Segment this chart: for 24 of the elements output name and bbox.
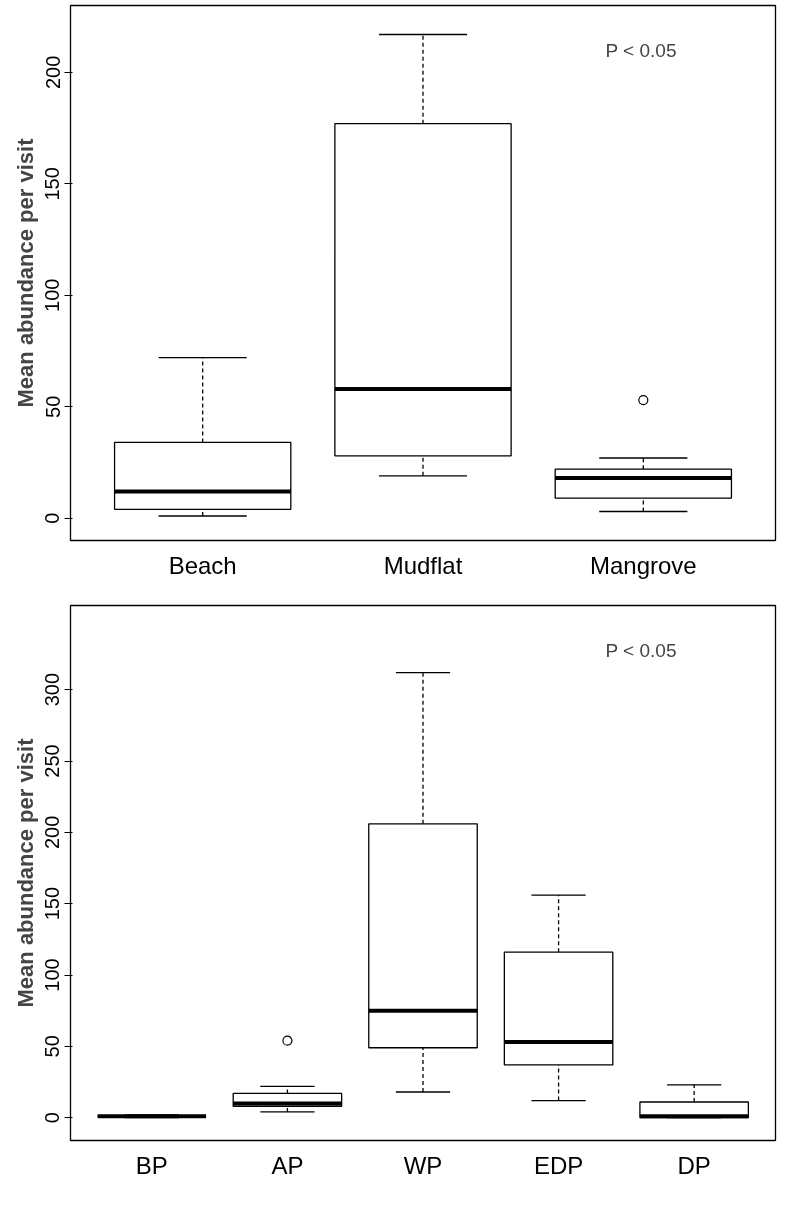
y-tick-label: 0 <box>41 512 64 524</box>
y-tick-label: 150 <box>41 167 64 201</box>
y-tick-label: 100 <box>41 958 64 992</box>
annotation: P < 0.05 <box>605 39 677 61</box>
y-tick-label: 200 <box>41 815 64 850</box>
x-tick-label: Mangrove <box>589 551 697 579</box>
y-tick-label: 0 <box>41 1112 64 1124</box>
y-axis-title: Mean abundance per visit <box>12 137 38 408</box>
y-tick-label: 250 <box>41 744 64 778</box>
x-tick-label: Mudflat <box>383 551 463 579</box>
x-tick-label: WP <box>403 1151 443 1179</box>
y-tick-label: 50 <box>41 395 64 418</box>
y-tick-label: 150 <box>41 886 64 921</box>
y-tick-label: 50 <box>41 1035 64 1058</box>
y-tick-label: 200 <box>41 55 64 90</box>
y-axis-title: Mean abundance per visit <box>12 737 38 1008</box>
y-tick-label: 300 <box>41 672 64 707</box>
x-tick-label: BP <box>135 1151 168 1179</box>
annotation: P < 0.05 <box>605 639 677 661</box>
x-tick-label: AP <box>271 1151 304 1179</box>
x-tick-label: Beach <box>168 551 237 579</box>
x-tick-label: EDP <box>533 1151 584 1179</box>
y-tick-label: 100 <box>41 278 64 312</box>
x-tick-label: DP <box>677 1151 711 1179</box>
